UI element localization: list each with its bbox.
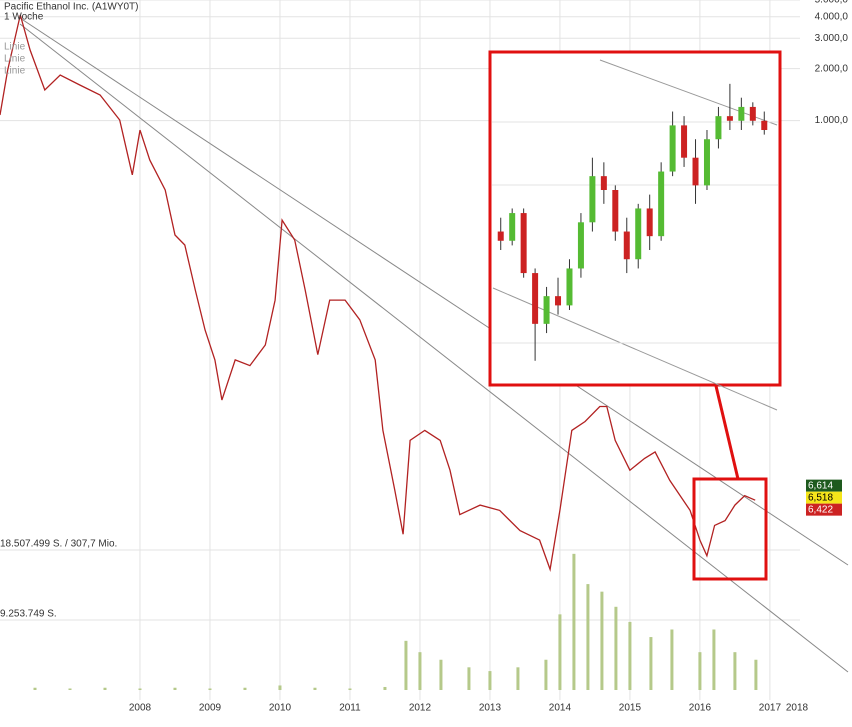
volume-bar: [698, 652, 702, 690]
candle-body: [635, 208, 642, 260]
candle-body: [658, 171, 665, 237]
y-tick-label: 1.000,0: [815, 115, 849, 126]
x-tick-label: 2012: [409, 703, 432, 714]
volume-bar: [733, 652, 737, 690]
legend-entry: Linie: [4, 54, 26, 65]
y-tick-label: 5.000,0: [815, 0, 849, 6]
volume-tick-label: 9.253.749 S.: [0, 609, 57, 620]
price-label-bg: [806, 491, 842, 504]
volume: [33, 553, 758, 690]
candle-body: [520, 213, 527, 274]
price: [0, 14, 756, 572]
volume-bar: [467, 667, 471, 690]
candle-body: [623, 231, 630, 260]
candle-body: [703, 139, 710, 186]
volume-bar: [488, 671, 492, 690]
price-label-bg: [806, 479, 842, 492]
volume-bar: [600, 591, 604, 690]
price-label-bg: [806, 503, 842, 516]
volume-bar: [586, 584, 590, 690]
candle-body: [761, 120, 768, 130]
x-tick-label: 2015: [619, 703, 642, 714]
volume-bar: [439, 659, 443, 690]
price-line: [0, 14, 756, 572]
volume-bar: [173, 687, 177, 690]
volume-tick-label: 18.507.499 S. / 307,7 Mio.: [0, 539, 117, 550]
candle-body: [566, 268, 573, 306]
price-label: 6,518: [808, 492, 833, 503]
candle-body: [532, 273, 539, 324]
inset-chart: [492, 83, 778, 361]
volume-bar: [404, 640, 408, 690]
x-tick-label: 2018: [786, 703, 809, 714]
volume-bar: [712, 629, 716, 690]
volume-bar: [628, 621, 632, 690]
y-tick-label: 2.000,0: [815, 63, 849, 74]
volume-bar: [754, 659, 758, 690]
x-tick-label: 2008: [129, 703, 152, 714]
volume-bar: [558, 614, 562, 690]
volume-bar: [208, 688, 212, 690]
x-tick-label: 2009: [199, 703, 222, 714]
price-label: 6,614: [808, 480, 833, 491]
volume-bar: [243, 687, 247, 690]
candle-body: [589, 176, 596, 223]
volume-bar: [103, 687, 107, 690]
trend-line: [19, 17, 849, 566]
candle-body: [715, 116, 722, 140]
candle-body: [749, 106, 756, 121]
candle-body: [646, 208, 653, 237]
candle-body: [497, 231, 504, 241]
subtitle: 1 Woche: [4, 12, 44, 23]
zoom-frame: [692, 477, 768, 581]
legend-entry: Linie: [4, 66, 26, 77]
candle-body: [738, 106, 745, 121]
candle-body: [612, 190, 619, 232]
candle-body: [555, 296, 562, 306]
x-tick-label: 2010: [269, 703, 292, 714]
candle-body: [577, 222, 584, 269]
candle-body: [600, 176, 607, 190]
volume-bar: [278, 685, 282, 690]
volume-bar: [383, 686, 387, 690]
x-tick-label: 2017: [759, 703, 782, 714]
volume-bar: [313, 687, 317, 690]
volume-bar: [68, 688, 72, 690]
volume-bar: [572, 553, 576, 690]
volume-bar: [670, 629, 674, 690]
x-tick-label: 2014: [549, 703, 572, 714]
trend-line: [19, 23, 849, 673]
legend-entry: Linie: [4, 42, 26, 53]
volume-bar: [418, 652, 422, 690]
candle-body: [692, 157, 699, 186]
volume-bar: [516, 667, 520, 690]
inset-trend-line: [599, 59, 778, 126]
inset-frame: [488, 50, 782, 387]
volume-bar: [544, 659, 548, 690]
candle-body: [669, 125, 676, 172]
x-tick-label: 2016: [689, 703, 712, 714]
y-tick-label: 3.000,0: [815, 33, 849, 44]
volume-bar: [649, 637, 653, 690]
price-label: 6,422: [808, 504, 833, 515]
x-tick-label: 2013: [479, 703, 502, 714]
volume-bar: [138, 688, 142, 690]
zoom-connector: [714, 385, 740, 480]
volume-bar: [614, 606, 618, 690]
volume-bar: [348, 688, 352, 690]
candle-body: [726, 116, 733, 121]
candle-body: [681, 125, 688, 158]
inset-trend-line: [492, 287, 778, 411]
volume-bar: [33, 687, 37, 690]
candle-body: [509, 213, 516, 241]
candle-body: [543, 296, 550, 324]
x-tick-label: 2011: [339, 703, 361, 714]
y-tick-label: 4.000,0: [815, 11, 849, 22]
title: Pacific Ethanol Inc. (A1WY0T): [4, 2, 139, 13]
